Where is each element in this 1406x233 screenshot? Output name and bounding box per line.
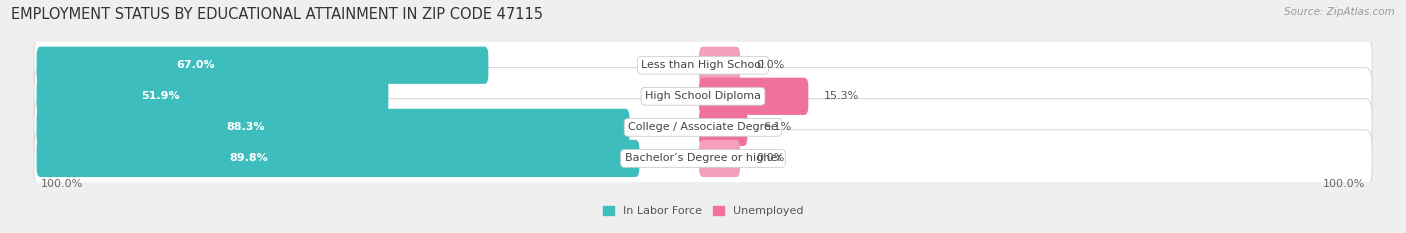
Text: 51.9%: 51.9%	[142, 91, 180, 101]
FancyBboxPatch shape	[699, 78, 808, 115]
FancyBboxPatch shape	[37, 109, 630, 146]
FancyBboxPatch shape	[34, 99, 1372, 156]
Text: 88.3%: 88.3%	[226, 122, 264, 132]
Text: 100.0%: 100.0%	[1323, 179, 1365, 189]
Text: 100.0%: 100.0%	[41, 179, 83, 189]
FancyBboxPatch shape	[699, 140, 740, 177]
FancyBboxPatch shape	[37, 140, 640, 177]
Text: 15.3%: 15.3%	[824, 91, 859, 101]
FancyBboxPatch shape	[34, 130, 1372, 187]
FancyBboxPatch shape	[699, 47, 740, 84]
Text: College / Associate Degree: College / Associate Degree	[628, 122, 778, 132]
Text: Source: ZipAtlas.com: Source: ZipAtlas.com	[1284, 7, 1395, 17]
FancyBboxPatch shape	[34, 37, 1372, 94]
Text: 89.8%: 89.8%	[229, 154, 269, 163]
Text: EMPLOYMENT STATUS BY EDUCATIONAL ATTAINMENT IN ZIP CODE 47115: EMPLOYMENT STATUS BY EDUCATIONAL ATTAINM…	[11, 7, 543, 22]
Text: Less than High School: Less than High School	[641, 60, 765, 70]
FancyBboxPatch shape	[37, 47, 488, 84]
Text: 0.0%: 0.0%	[756, 60, 785, 70]
Text: 67.0%: 67.0%	[177, 60, 215, 70]
Text: Bachelor’s Degree or higher: Bachelor’s Degree or higher	[624, 154, 782, 163]
FancyBboxPatch shape	[37, 78, 388, 115]
FancyBboxPatch shape	[699, 109, 748, 146]
Text: High School Diploma: High School Diploma	[645, 91, 761, 101]
FancyBboxPatch shape	[34, 68, 1372, 125]
Text: 6.1%: 6.1%	[763, 122, 792, 132]
Legend: In Labor Force, Unemployed: In Labor Force, Unemployed	[598, 202, 808, 221]
Text: 0.0%: 0.0%	[756, 154, 785, 163]
